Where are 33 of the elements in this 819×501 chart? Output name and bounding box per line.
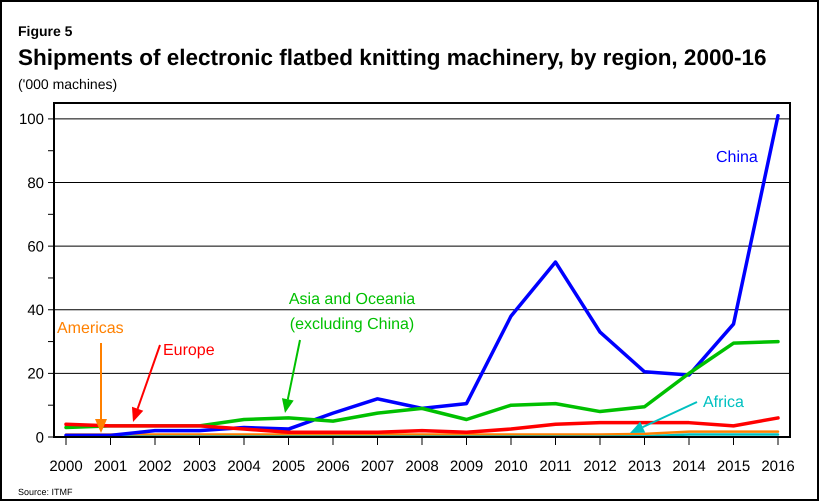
x-tick-label: 2014 [672,458,706,475]
y-tick-label: 80 [27,174,44,192]
x-tick-label: 2016 [761,458,795,475]
x-tick-label: 2015 [716,458,750,475]
caption: Figure 5 [18,23,73,39]
series-label: Africa [703,394,744,411]
x-tick-label: 2011 [539,458,572,475]
x-tick-label: 2005 [272,458,306,475]
y-tick-label: 40 [27,302,44,320]
x-tick-label: 2009 [450,458,484,475]
x-tick-label: 2003 [182,458,216,475]
chart-subtitle: ('000 machines) [18,76,118,92]
x-tick-label: 2000 [49,458,83,475]
y-tick-label: 20 [27,366,44,383]
x-tick-label: 2001 [94,458,128,475]
y-tick-label: 100 [18,111,44,128]
series-label: China [716,149,758,166]
chart-title: Shipments of electronic flatbed knitting machinery, by region, 2000-16 [18,45,767,70]
x-tick-label: 2004 [227,458,261,475]
text: Americas [57,320,124,337]
x-tick-label: 2002 [138,458,172,475]
text: Asia and Oceania (excluding China) [288,291,416,333]
source-note: Source: ITMF [18,487,74,497]
x-tick-label: 2007 [360,458,394,475]
y-tick-label: 0 [36,429,44,446]
line-series [64,416,780,434]
x-tick-label: 2010 [494,458,528,475]
x-tick-label: 2012 [583,458,617,475]
y-tick-label: 60 [27,238,44,256]
x-tick-label: 2006 [316,458,350,475]
x-tick-label: 2008 [405,458,439,475]
text: Europe [163,342,215,359]
x-tick-label: 2013 [628,458,662,475]
